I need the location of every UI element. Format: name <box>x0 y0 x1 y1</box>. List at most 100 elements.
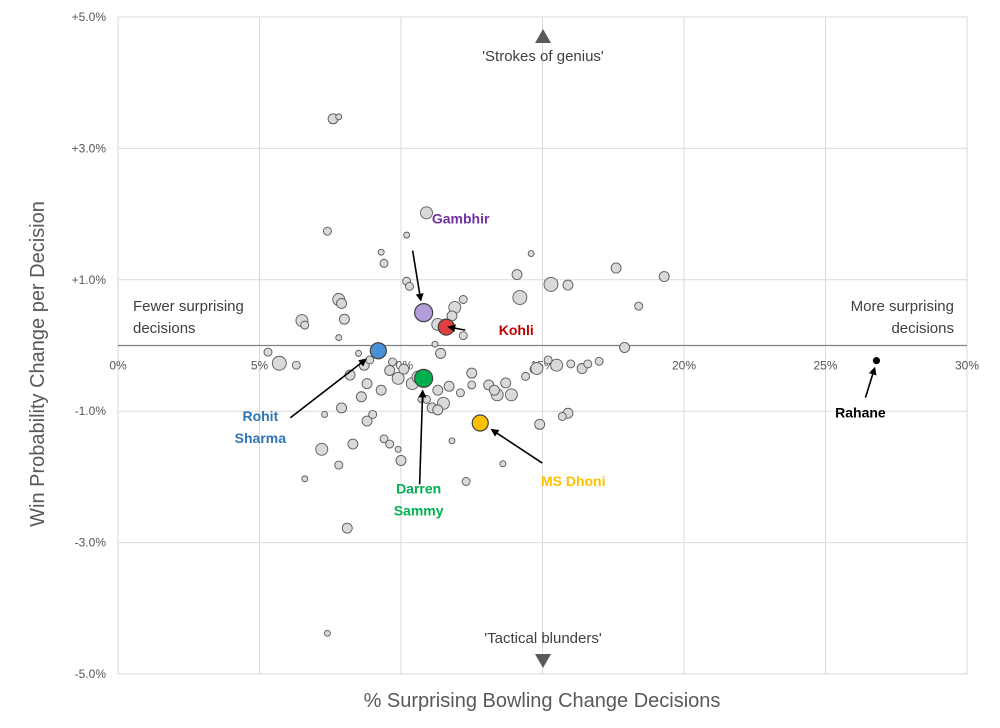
player-gambhir: Gambhir <box>411 211 490 323</box>
highlighted-point <box>369 342 387 360</box>
data-point <box>322 226 332 236</box>
data-point <box>398 363 410 375</box>
data-point <box>391 371 405 385</box>
data-point <box>361 415 373 427</box>
pointer-arrow <box>418 389 427 485</box>
y-tick-label: -5.0% <box>75 667 107 681</box>
data-point <box>335 113 343 121</box>
data-point <box>557 412 567 421</box>
data-point <box>619 342 631 353</box>
data-point <box>394 445 402 453</box>
data-point <box>384 365 396 376</box>
data-point <box>500 377 512 389</box>
data-point <box>594 356 604 366</box>
x-tick-label: 30% <box>955 359 979 373</box>
data-point <box>634 301 644 311</box>
data-point <box>347 438 359 450</box>
data-point <box>610 262 622 274</box>
player-kohli: Kohli <box>437 318 534 338</box>
player-label: Darren <box>396 480 441 496</box>
quadrant-label-left-line2: decisions <box>133 320 196 337</box>
y-tick-label: -3.0% <box>75 536 107 550</box>
data-point <box>562 279 574 291</box>
data-point <box>375 384 387 396</box>
data-point <box>341 522 353 534</box>
data-point <box>388 357 397 367</box>
data-point <box>336 298 348 309</box>
data-point <box>521 371 530 381</box>
data-point <box>534 418 546 430</box>
player-darren-sammy: Darren Sammy <box>394 368 444 518</box>
y-axis-title: Win Probability Change per Decision <box>27 201 49 527</box>
data-point <box>405 281 414 291</box>
data-point <box>379 434 389 444</box>
data-point <box>336 402 348 414</box>
player-label: Sammy <box>394 502 444 518</box>
data-point <box>403 231 411 239</box>
grid-lines <box>117 16 968 675</box>
down-arrow-icon <box>535 654 551 668</box>
x-axis-title: % Surprising Bowling Change Decisions <box>364 690 721 712</box>
data-point <box>361 378 373 390</box>
data-point <box>461 477 471 486</box>
x-tick-label: 0% <box>109 359 127 373</box>
tick-labels: 0%5%10%15%20%25%30%+5.0%+3.0%+1.0%-1.0%-… <box>72 10 980 681</box>
data-point <box>566 359 576 369</box>
pointer-arrow <box>447 324 466 333</box>
up-arrow-icon <box>535 29 551 43</box>
data-point <box>379 258 389 268</box>
data-point <box>527 250 535 257</box>
data-point <box>420 206 433 220</box>
x-tick-label: 20% <box>672 359 696 373</box>
player-ms-dhoni: MS Dhoni <box>471 414 606 489</box>
data-point <box>301 475 309 483</box>
player-label: Sharma <box>235 430 287 446</box>
data-point <box>338 313 350 325</box>
pointer-arrow <box>289 358 367 419</box>
data-point <box>385 439 395 449</box>
data-point <box>263 347 273 357</box>
highlighted-players: Gambhir Kohli Rohit Sharma Darren Sammy MS Dho… <box>235 211 886 519</box>
data-point <box>300 320 310 330</box>
data-point <box>530 362 544 375</box>
pointer-arrow <box>411 250 424 302</box>
data-point <box>395 455 407 466</box>
quadrant-label-top: 'Strokes of genius' <box>482 48 604 65</box>
data-point <box>335 334 343 342</box>
highlighted-point <box>414 368 434 388</box>
data-point <box>271 355 287 371</box>
data-point <box>431 340 439 348</box>
data-point <box>488 384 500 396</box>
data-point <box>448 437 456 445</box>
data-point <box>543 355 553 365</box>
data-point <box>467 380 477 390</box>
data-point <box>432 384 444 396</box>
pointer-arrow <box>864 366 877 398</box>
data-point <box>435 347 447 359</box>
highlighted-point <box>471 414 489 432</box>
data-point <box>466 367 478 379</box>
data-point <box>432 404 444 416</box>
quadrant-label-left-line1: Fewer surprising <box>133 298 244 315</box>
data-point <box>504 388 518 402</box>
player-label: Rahane <box>835 405 886 421</box>
player-rohit-sharma: Rohit Sharma <box>235 342 387 446</box>
data-point <box>512 290 528 305</box>
data-point <box>550 358 564 372</box>
data-point <box>355 391 367 403</box>
data-point <box>658 271 670 282</box>
quadrant-label-right-line2: decisions <box>891 320 954 337</box>
data-point <box>583 359 593 369</box>
x-tick-label: 25% <box>813 359 837 373</box>
data-point <box>377 248 385 256</box>
player-label: Rohit <box>242 408 278 424</box>
player-rahane: Rahane <box>835 357 886 421</box>
data-point <box>291 360 301 370</box>
data-point <box>334 460 344 470</box>
x-tick-label: 5% <box>251 359 269 373</box>
data-point <box>511 269 523 280</box>
quadrant-label-right-line1: More surprising <box>851 298 954 315</box>
y-tick-label: +3.0% <box>72 141 107 155</box>
data-point <box>443 380 455 392</box>
